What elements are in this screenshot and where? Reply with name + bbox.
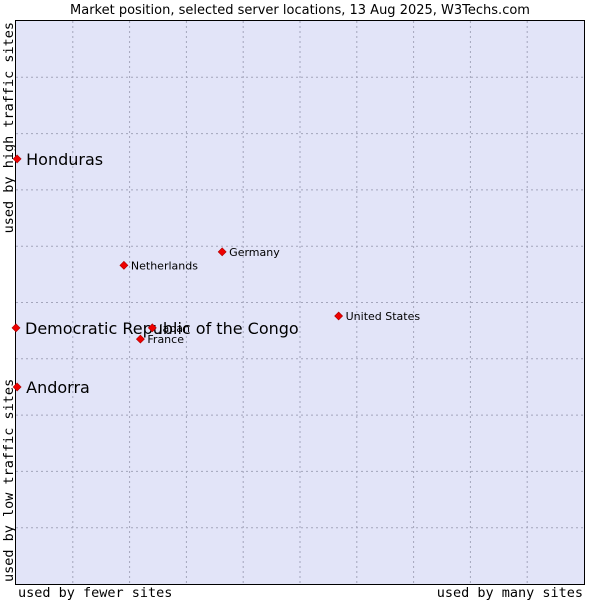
point-label-united-states: United States bbox=[346, 310, 421, 323]
point-marker-japan bbox=[147, 323, 157, 333]
point-marker-united-states bbox=[334, 311, 344, 321]
y-axis-label-top: used by high traffic sites bbox=[1, 22, 17, 233]
x-axis-label-left: used by fewer sites bbox=[18, 585, 172, 600]
point-marker-germany bbox=[217, 247, 227, 257]
y-axis-label-bottom: used by low traffic sites bbox=[1, 379, 17, 582]
point-label-japan: Japan bbox=[158, 322, 190, 335]
point-marker-democratic-republic-of-the-congo bbox=[11, 323, 21, 333]
point-label-germany: Germany bbox=[229, 246, 280, 259]
grid-lines bbox=[16, 21, 584, 584]
point-label-honduras: Honduras bbox=[26, 150, 103, 169]
point-label-andorra: Andorra bbox=[26, 378, 90, 397]
chart-title: Market position, selected server locatio… bbox=[70, 3, 530, 18]
point-label-netherlands: Netherlands bbox=[131, 259, 198, 272]
point-marker-france bbox=[135, 334, 145, 344]
data-points: Honduras Democratic Republic of the Congo… bbox=[11, 150, 421, 397]
point-label-democratic-republic-of-the-congo: Democratic Republic of the Congo bbox=[25, 319, 299, 338]
point-marker-andorra bbox=[12, 382, 22, 392]
point-marker-netherlands bbox=[119, 260, 129, 270]
point-label-france: France bbox=[147, 333, 184, 346]
point-marker-honduras bbox=[12, 154, 22, 164]
x-axis-label-right: used by many sites bbox=[437, 585, 583, 600]
